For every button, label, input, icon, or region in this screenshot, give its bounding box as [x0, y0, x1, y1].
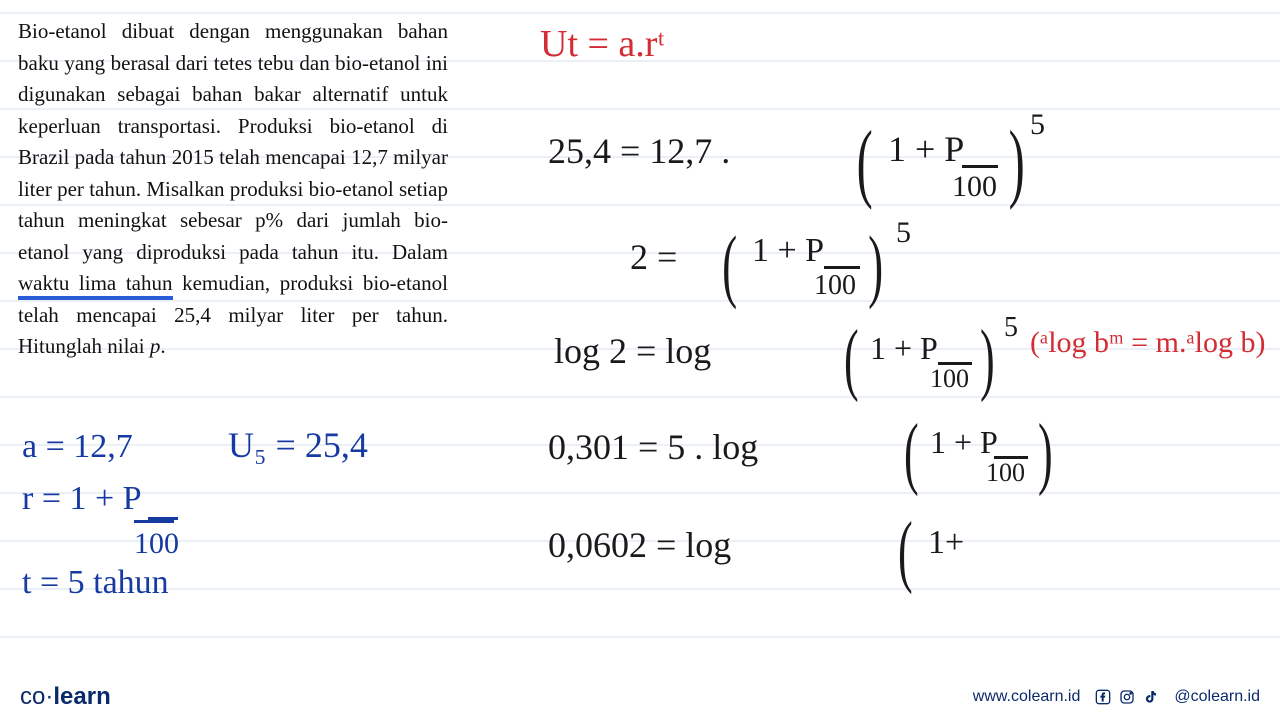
paren-open-3: ( [844, 314, 859, 405]
work-line3-inner-denom: 100 [930, 364, 969, 394]
work-line2-left: 2 = [630, 236, 677, 278]
work-line1-inner-top: 1 + P [888, 128, 964, 170]
problem-underlined: waktu lima tahun [18, 271, 173, 300]
work-line2-inner-denom: 100 [814, 270, 856, 302]
logo-left: co [20, 683, 45, 710]
footer-url: www.colearn.id [973, 688, 1081, 706]
instagram-icon [1118, 688, 1136, 706]
tiktok-icon [1142, 688, 1160, 706]
work-line3-left: log 2 = log [554, 330, 711, 372]
given-U5: U₅ = 25,4 [228, 424, 368, 466]
facebook-icon [1094, 688, 1112, 706]
given-r-denom: 100 [134, 520, 174, 561]
fraction-bar-2 [824, 266, 860, 269]
work-line2-exp: 5 [896, 216, 911, 250]
problem-text: Bio-etanol dibuat dengan menggunakan bah… [18, 16, 448, 363]
logo-right: learn [53, 683, 110, 710]
work-line5-inner: 1+ [928, 524, 964, 562]
work-line1-inner-denom: 100 [952, 170, 997, 204]
paren-open-4: ( [904, 408, 919, 499]
work-line2-inner-top: 1 + P [752, 232, 824, 270]
given-a: a = 12,7 [22, 428, 133, 466]
page-content: Bio-etanol dibuat dengan menggunakan bah… [0, 0, 1280, 720]
footer: co·learn www.colearn.id @colearn.id [0, 674, 1280, 720]
fraction-bar-r [148, 517, 178, 520]
given-r-top: r = 1 + P [22, 480, 142, 518]
work-line3-exp: 5 [1004, 312, 1018, 344]
paren-close-1: ) [1009, 112, 1025, 213]
paren-open-5: ( [898, 506, 913, 597]
work-line4-left: 0,301 = 5 . log [548, 426, 758, 468]
problem-variable-p: p [150, 334, 161, 358]
brand-logo: co·learn [20, 683, 111, 711]
paren-open-1: ( [857, 112, 873, 213]
work-line4-inner-top: 1 + P [930, 424, 998, 461]
problem-paragraph: Bio-etanol dibuat dengan menggunakan bah… [18, 19, 448, 264]
problem-period: . [160, 334, 165, 358]
paren-close-3: ) [980, 314, 995, 405]
work-line1-exp: 5 [1030, 108, 1045, 142]
paren-close-2: ) [868, 218, 883, 312]
social-icons [1094, 688, 1160, 706]
work-log-rule: (ᵃlog bᵐ = m.ᵃlog b) [1030, 326, 1265, 360]
given-t: t = 5 tahun [22, 564, 169, 602]
work-line5-left: 0,0602 = log [548, 524, 731, 566]
work-line3-inner-top: 1 + P [870, 330, 938, 367]
work-line4-inner-denom: 100 [986, 458, 1025, 488]
paren-open-2: ( [722, 218, 737, 312]
footer-right: www.colearn.id @colearn.id [973, 688, 1260, 706]
paren-close-4: ) [1038, 408, 1053, 499]
work-line1-left: 25,4 = 12,7 . [548, 130, 730, 172]
footer-handle: @colearn.id [1174, 688, 1260, 706]
formula-Ut: Ut = a.rᵗ [540, 22, 665, 66]
fraction-bar-1 [962, 165, 998, 168]
